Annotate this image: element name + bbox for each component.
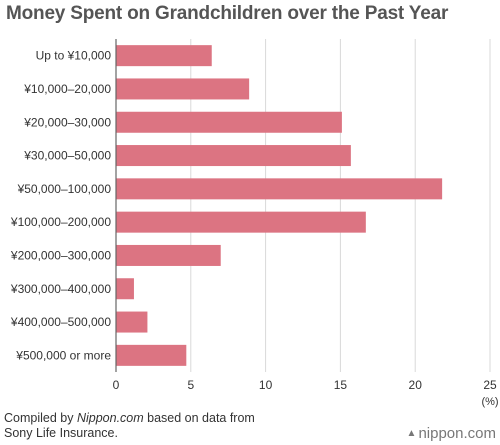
- triangles-icon: ▲: [406, 428, 417, 439]
- category-label: ¥10,000–20,000: [23, 82, 111, 96]
- category-label: ¥500,000 or more: [15, 348, 111, 362]
- x-unit-label: (%): [481, 396, 498, 408]
- category-label: ¥20,000–30,000: [23, 115, 111, 129]
- x-tick-label: 15: [334, 378, 348, 392]
- source-line2: Sony Life Insurance.: [4, 426, 118, 440]
- brand-logo: ▲ nippon.com: [407, 425, 496, 442]
- bar: [116, 244, 221, 266]
- bar: [116, 278, 134, 300]
- category-label: ¥100,000–200,000: [10, 215, 111, 229]
- bar: [116, 78, 250, 100]
- x-tick-label: 25: [483, 378, 497, 392]
- category-label: ¥50,000–100,000: [17, 182, 112, 196]
- category-label: ¥200,000–300,000: [10, 248, 111, 262]
- brand-text: nippon.com: [418, 425, 496, 442]
- chart-title: Money Spent on Grandchildren over the Pa…: [6, 3, 449, 24]
- bar: [116, 111, 342, 133]
- x-tick-label: 5: [187, 378, 194, 392]
- source-prefix: Compiled by: [4, 411, 77, 425]
- source-suffix: based on data from: [143, 411, 255, 425]
- x-tick-label: 0: [113, 378, 120, 392]
- source-italic: Nippon.com: [76, 411, 144, 425]
- bar: [116, 145, 351, 167]
- bar: [116, 344, 187, 366]
- x-tick-label: 10: [259, 378, 273, 392]
- bar: [116, 311, 148, 333]
- source-note: Compiled by Nippon.com based on data fro…: [4, 411, 255, 441]
- x-tick-label: 20: [409, 378, 423, 392]
- category-label: Up to ¥10,000: [36, 49, 112, 63]
- bar: [116, 45, 212, 67]
- category-label: ¥30,000–50,000: [23, 149, 111, 163]
- bar: [116, 178, 443, 200]
- category-label: ¥300,000–400,000: [10, 282, 111, 296]
- bar: [116, 211, 366, 233]
- category-label: ¥400,000–500,000: [10, 315, 111, 329]
